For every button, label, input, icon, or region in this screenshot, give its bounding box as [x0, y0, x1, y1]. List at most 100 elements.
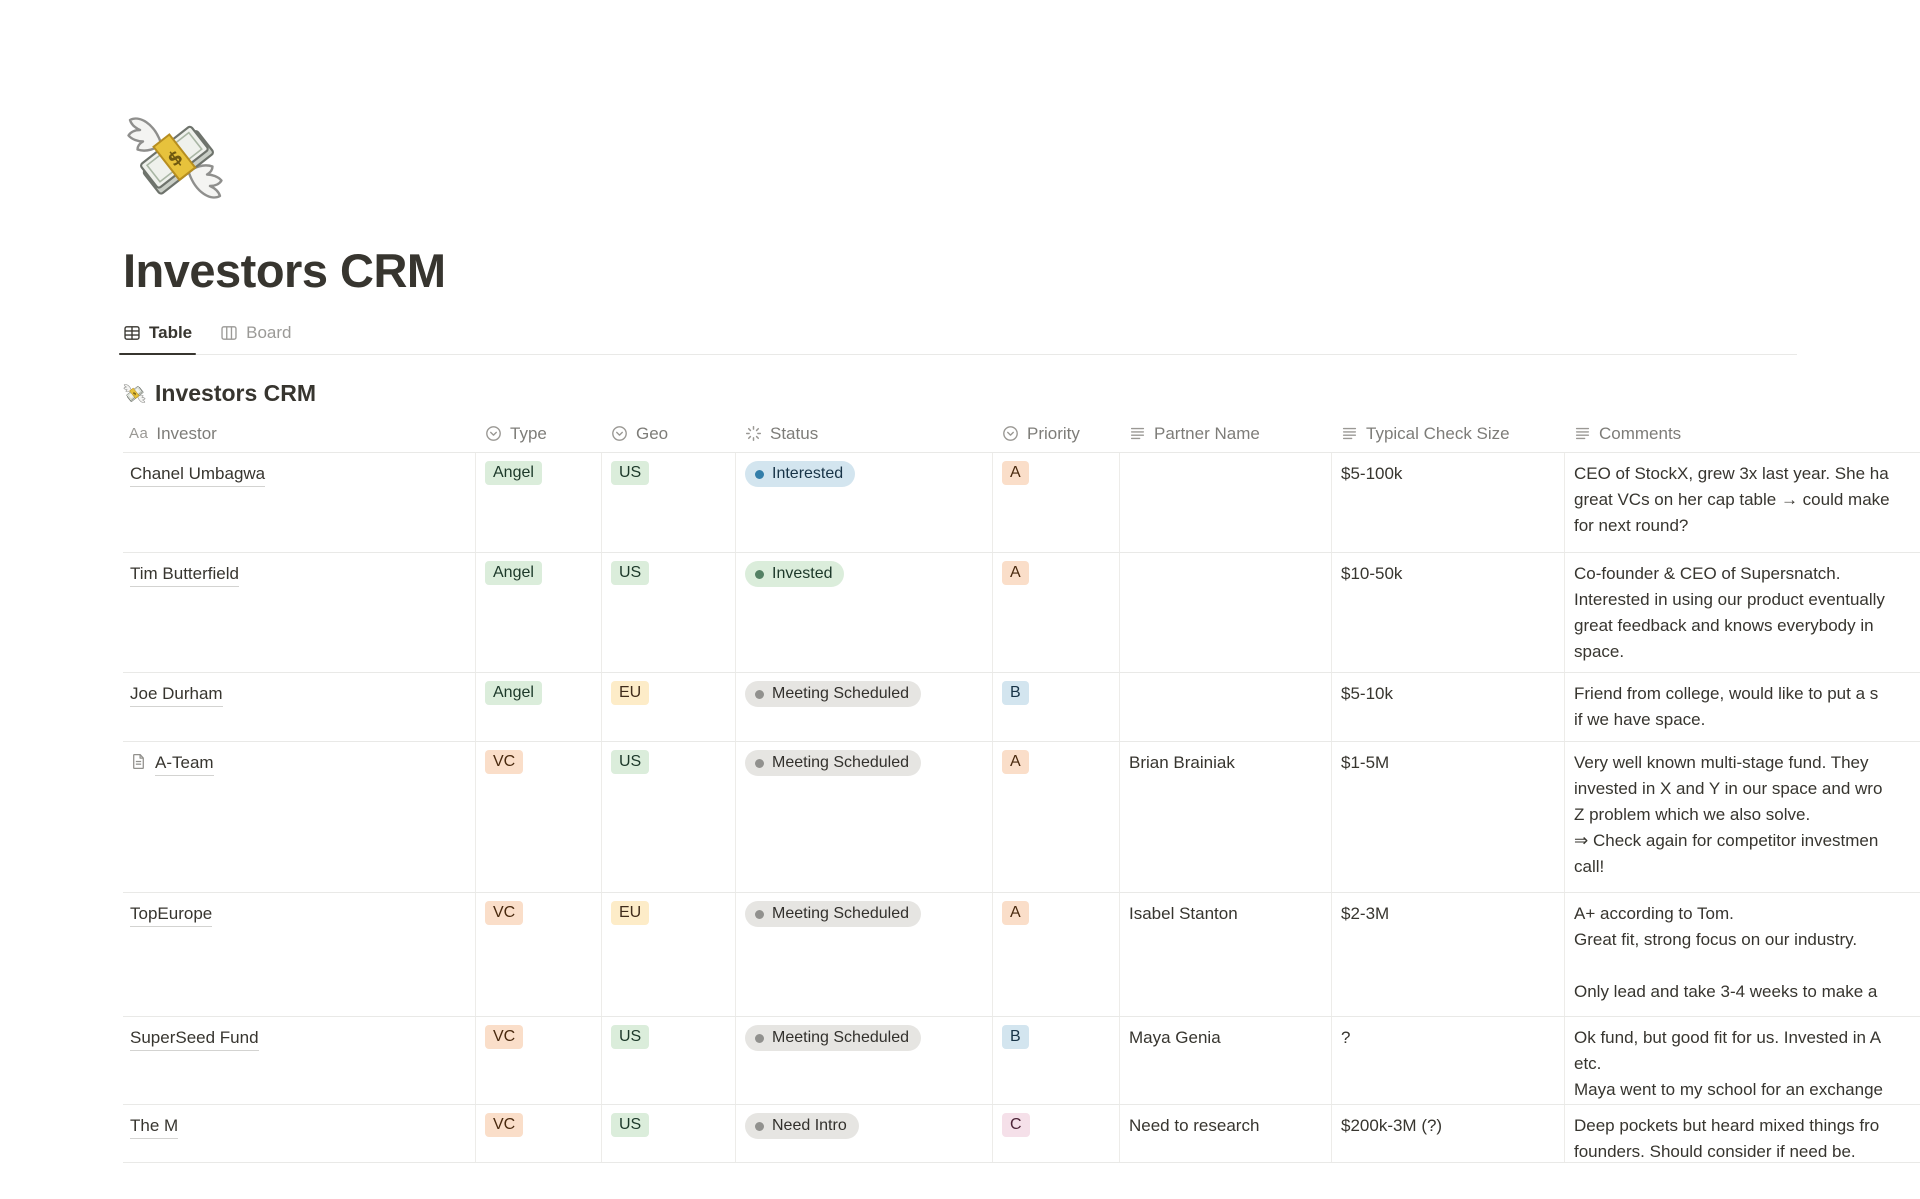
tab-board[interactable]: Board — [220, 323, 292, 343]
status-cell[interactable]: Meeting Scheduled — [736, 742, 993, 892]
column-header-comments[interactable]: Comments — [1565, 415, 1920, 452]
priority-tag: A — [1002, 561, 1029, 585]
page-title[interactable]: Investors CRM — [123, 244, 446, 297]
typical-check-size-cell[interactable]: $5-100k — [1332, 453, 1565, 552]
type-cell[interactable]: Angel — [476, 673, 602, 741]
partner-name-cell[interactable] — [1120, 673, 1332, 741]
status-label: Invested — [772, 565, 833, 582]
priority-cell[interactable]: A — [993, 742, 1120, 892]
status-cell[interactable]: Meeting Scheduled — [736, 1017, 993, 1104]
investor-cell[interactable]: TopEurope — [123, 893, 476, 1016]
geo-cell[interactable]: EU — [602, 673, 736, 741]
priority-cell[interactable]: B — [993, 1017, 1120, 1104]
typical-check-size-text: $1-5M — [1341, 753, 1390, 772]
geo-cell[interactable]: US — [602, 1105, 736, 1162]
priority-cell[interactable]: B — [993, 673, 1120, 741]
partner-name-cell[interactable]: Brian Brainiak — [1120, 742, 1332, 892]
status-label: Interested — [772, 465, 844, 482]
priority-cell[interactable]: C — [993, 1105, 1120, 1162]
status-dot-icon — [755, 689, 764, 699]
table-header-row: Aa Investor Type Geo Status Priority — [123, 415, 1920, 453]
type-cell[interactable]: VC — [476, 1105, 602, 1162]
partner-name-cell[interactable]: Isabel Stanton — [1120, 893, 1332, 1016]
priority-cell[interactable]: A — [993, 553, 1120, 672]
column-header-geo[interactable]: Geo — [602, 415, 736, 452]
investor-cell[interactable]: Tim Butterfield — [123, 553, 476, 672]
status-cell[interactable]: Need Intro — [736, 1105, 993, 1162]
type-cell[interactable]: VC — [476, 893, 602, 1016]
page-icon-money-with-wings[interactable] — [125, 108, 225, 208]
investor-page-link[interactable]: SuperSeed Fund — [130, 1025, 259, 1051]
typical-check-size-cell[interactable]: $200k-3M (?) — [1332, 1105, 1565, 1162]
comments-text: A+ according to Tom. Great fit, strong f… — [1574, 904, 1878, 1001]
type-cell[interactable]: VC — [476, 1017, 602, 1104]
status-cell[interactable]: Meeting Scheduled — [736, 893, 993, 1016]
title-property-icon: Aa — [129, 425, 149, 442]
database-title[interactable]: Investors CRM — [123, 380, 316, 407]
comments-cell[interactable]: Deep pockets but heard mixed things fro … — [1565, 1105, 1920, 1162]
partner-name-cell[interactable]: Maya Genia — [1120, 1017, 1332, 1104]
column-header-partner-name[interactable]: Partner Name — [1120, 415, 1332, 452]
status-cell[interactable]: Invested — [736, 553, 993, 672]
priority-cell[interactable]: A — [993, 893, 1120, 1016]
priority-cell[interactable]: A — [993, 453, 1120, 552]
column-header-investor[interactable]: Aa Investor — [123, 415, 476, 452]
investor-page-link[interactable]: TopEurope — [130, 901, 213, 927]
partner-name-cell[interactable] — [1120, 453, 1332, 552]
typical-check-size-cell[interactable]: $10-50k — [1332, 553, 1565, 672]
type-cell[interactable]: Angel — [476, 453, 602, 552]
geo-tag: US — [611, 461, 650, 485]
investor-page-link[interactable]: Joe Durham — [130, 681, 223, 707]
comments-cell[interactable]: Very well known multi-stage fund. They i… — [1565, 742, 1920, 892]
text-property-icon — [1575, 427, 1590, 440]
status-cell[interactable]: Interested — [736, 453, 993, 552]
column-header-status[interactable]: Status — [736, 415, 993, 452]
investor-cell[interactable]: A-Team — [123, 742, 476, 892]
column-header-type[interactable]: Type — [476, 415, 602, 452]
status-pill: Meeting Scheduled — [745, 750, 921, 776]
column-header-priority[interactable]: Priority — [993, 415, 1120, 452]
comments-cell[interactable]: CEO of StockX, grew 3x last year. She ha… — [1565, 453, 1920, 552]
investor-cell[interactable]: SuperSeed Fund — [123, 1017, 476, 1104]
geo-cell[interactable]: EU — [602, 893, 736, 1016]
geo-cell[interactable]: US — [602, 553, 736, 672]
typical-check-size-cell[interactable]: $2-3M — [1332, 893, 1565, 1016]
priority-tag: A — [1002, 461, 1029, 485]
investor-page-link[interactable]: The M — [130, 1113, 179, 1139]
geo-cell[interactable]: US — [602, 1017, 736, 1104]
investor-cell[interactable]: Chanel Umbagwa — [123, 453, 476, 552]
table-row: Chanel Umbagwa Angel US Interested A $5-100k C… — [123, 453, 1920, 553]
investor-cell[interactable]: Joe Durham — [123, 673, 476, 741]
comments-cell[interactable]: Ok fund, but good fit for us. Invested i… — [1565, 1017, 1920, 1104]
investor-page-link[interactable]: A-Team — [155, 750, 214, 776]
investor-page-link[interactable]: Tim Butterfield — [130, 561, 239, 587]
status-property-icon — [745, 425, 762, 442]
partner-name-cell[interactable]: Need to research — [1120, 1105, 1332, 1162]
tab-table[interactable]: Table — [118, 323, 197, 355]
type-cell[interactable]: VC — [476, 742, 602, 892]
status-cell[interactable]: Meeting Scheduled — [736, 673, 993, 741]
comments-cell[interactable]: Co-founder & CEO of Supersnatch. Interes… — [1565, 553, 1920, 672]
status-dot-icon — [755, 1121, 764, 1131]
type-cell[interactable]: Angel — [476, 553, 602, 672]
column-header-typical-check-size[interactable]: Typical Check Size — [1332, 415, 1565, 452]
select-property-icon — [1003, 426, 1018, 441]
typical-check-size-cell[interactable]: $1-5M — [1332, 742, 1565, 892]
comments-text: Ok fund, but good fit for us. Invested i… — [1574, 1028, 1883, 1099]
status-label: Meeting Scheduled — [772, 905, 909, 922]
comments-text: Deep pockets but heard mixed things fro … — [1574, 1116, 1880, 1161]
investor-cell[interactable]: The M — [123, 1105, 476, 1162]
column-label-status: Status — [770, 423, 819, 443]
partner-name-cell[interactable] — [1120, 553, 1332, 672]
geo-cell[interactable]: US — [602, 453, 736, 552]
geo-tag: US — [611, 1113, 650, 1137]
investor-page-link[interactable]: Chanel Umbagwa — [130, 461, 266, 487]
comments-cell[interactable]: Friend from college, would like to put a… — [1565, 673, 1920, 741]
comments-cell[interactable]: A+ according to Tom. Great fit, strong f… — [1565, 893, 1920, 1016]
table-row: Joe Durham Angel EU Meeting Scheduled B $5-10… — [123, 673, 1920, 742]
geo-tag: EU — [611, 681, 650, 705]
geo-cell[interactable]: US — [602, 742, 736, 892]
partner-name-text: Need to research — [1129, 1116, 1260, 1135]
typical-check-size-cell[interactable]: $5-10k — [1332, 673, 1565, 741]
typical-check-size-cell[interactable]: ? — [1332, 1017, 1565, 1104]
